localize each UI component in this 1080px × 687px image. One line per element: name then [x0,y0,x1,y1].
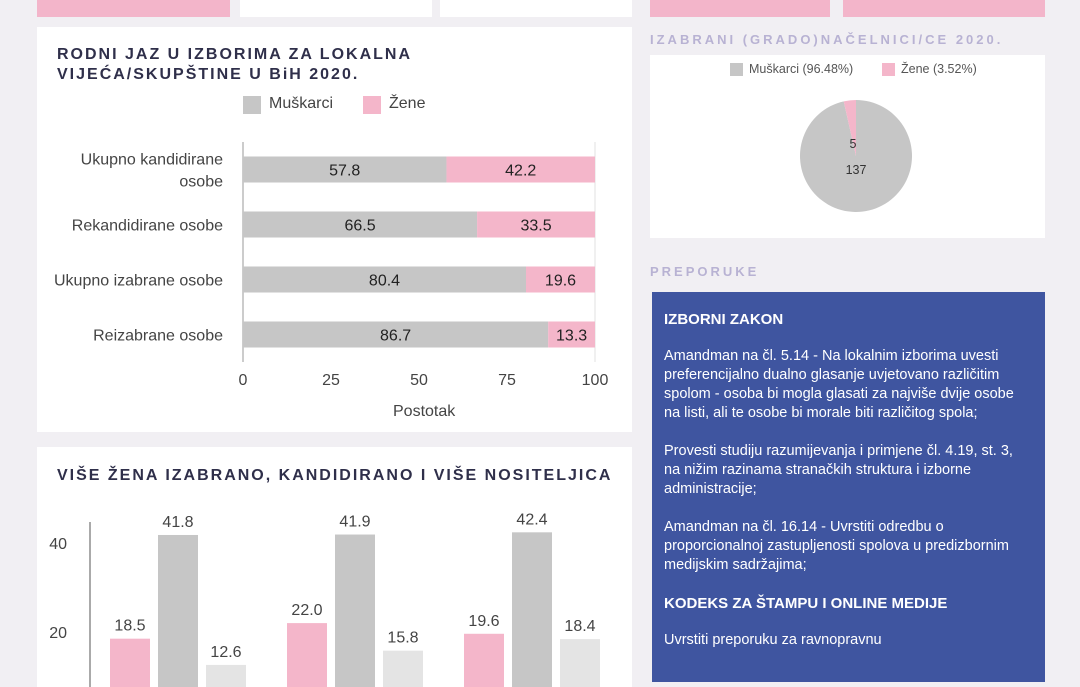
bar-light [383,650,423,687]
bar-pink [110,638,150,687]
bar-data-label: 57.8 [329,163,360,180]
bar-gray [512,532,552,687]
bar-data-label: 80.4 [369,273,400,290]
bar-male [243,321,549,348]
top-box-3 [440,0,632,17]
recommendations-panel: IZBORNI ZAKON Amandman na čl. 5.14 - Na … [652,292,1045,682]
recommendation-item: Amandman na čl. 5.14 - Na lokalnim izbor… [664,348,1014,421]
chart1-x-axis-label: Postotak [393,403,456,420]
pie-legend-label-male: Muškarci (96.48%) [749,62,854,76]
bar-male [243,156,447,183]
bar-pink [464,633,504,687]
recommendations-caption: PREPORUKE [650,264,760,279]
y-category-label: Ukupno kandidirane osobe [81,152,223,191]
bar-light [560,639,600,687]
y-category-label: Reizabrane osobe [93,328,223,345]
grouped-bar-chart: 20 40 18.5 41.8 12.6 22.0 41.9 15.8 19.6 42.4 18.4 [49,511,600,687]
recommendation-heading-electoral-law: IZBORNI ZAKON [664,311,784,328]
bar-light [206,664,246,687]
y-tick-label: 20 [49,625,67,642]
bar-data-label: 41.8 [162,514,193,531]
bar-pink [287,623,327,687]
pie-value-label: 5 [850,137,857,151]
bar-data-label: 42.2 [505,163,536,180]
y-tick-label: 40 [49,536,67,553]
recommendation-heading-media-code: KODEKS ZA ŠTAMPU I ONLINE MEDIJE [664,595,948,612]
bar-female [526,266,595,293]
x-tick-label: 0 [239,372,248,389]
bar-data-label: 18.5 [114,618,145,635]
pie-slice-female [843,100,856,156]
pie-legend-swatch-male [730,63,743,76]
legend-label-male: Muškarci [269,95,334,112]
recommendation-item: Uvrstiti preporuku za ravnopravnu [664,632,882,648]
pie-legend-swatch-female [882,63,895,76]
bar-data-label: 13.3 [556,328,587,345]
mayors-pie-card: Muškarci (96.48%) Žene (3.52%) 137 5 [650,55,1045,238]
legend-swatch-female [363,96,381,114]
bar-female [548,321,595,348]
y-category-label: Rekandidirane osobe [72,218,223,235]
stacked-bar-chart: 0 25 50 75 100 Ukupno kandidirane osobe 57.8 42.… [54,142,609,389]
bar-gray [335,534,375,687]
legend-swatch-male [243,96,261,114]
top-box-5 [843,0,1045,17]
x-tick-label: 100 [582,372,609,389]
recommendation-item: Amandman na čl. 16.14 - Uvrstiti odredbu… [664,519,1009,573]
bar-data-label: 33.5 [520,218,551,235]
bar-data-label: 86.7 [380,328,411,345]
pie-title: IZABRANI (GRADO)NAČELNICI/CE 2020. [650,32,1004,47]
top-box-2 [240,0,432,17]
chart1-title: RODNI JAZ U IZBORIMA ZA LOKALNA VIJEĆA/S… [57,46,412,83]
bar-data-label: 41.9 [339,514,370,531]
bar-data-label: 19.6 [468,613,499,630]
bar-data-label: 42.4 [516,511,547,528]
more-women-chart-card: VIŠE ŽENA IZABRANO, KANDIDIRANO I VIŠE N… [37,447,632,687]
y-category-label: Ukupno izabrane osobe [54,273,223,290]
bar-male [243,211,478,238]
bar-female [446,156,595,183]
recommendation-item: Provesti studiju razumijevanja i primjen… [664,443,1013,497]
legend-label-female: Žene [389,95,426,112]
pie-value-label: 137 [846,163,867,177]
top-box-1 [37,0,230,17]
pie-chart: 137 5 [800,100,912,212]
bar-female [477,211,595,238]
pie-legend-label-female: Žene (3.52%) [901,62,977,76]
top-box-4 [650,0,830,17]
x-tick-label: 50 [410,372,428,389]
chart2-title: VIŠE ŽENA IZABRANO, KANDIDIRANO I VIŠE N… [57,467,613,484]
bar-data-label: 15.8 [387,630,418,647]
gender-gap-chart-card: RODNI JAZ U IZBORIMA ZA LOKALNA VIJEĆA/S… [37,27,632,432]
x-tick-label: 75 [498,372,516,389]
bar-gray [158,534,198,687]
bar-data-label: 66.5 [344,218,375,235]
bar-data-label: 22.0 [291,602,322,619]
bar-data-label: 12.6 [210,644,241,661]
x-tick-label: 25 [322,372,340,389]
bar-data-label: 19.6 [545,273,576,290]
bar-data-label: 18.4 [564,618,595,635]
bar-male [243,266,527,293]
